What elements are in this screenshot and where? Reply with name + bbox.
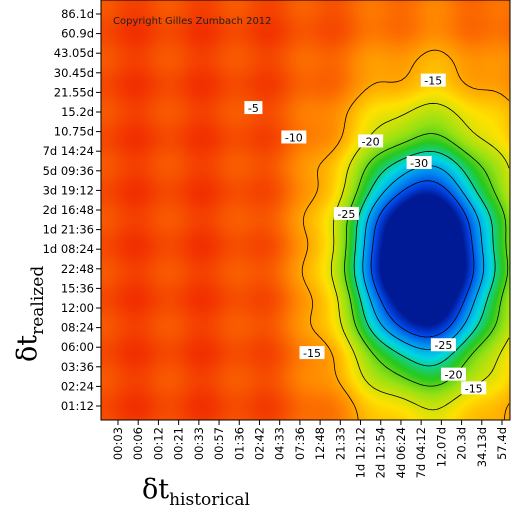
y-tick-label: 21.55d bbox=[54, 85, 94, 99]
contour-label: -20 bbox=[440, 367, 466, 382]
contour-label-background bbox=[333, 206, 359, 220]
y-tick-label: 10.75d bbox=[54, 125, 94, 139]
y-tick-label: 3d 19:12 bbox=[43, 183, 94, 197]
contour-label-background bbox=[358, 134, 384, 148]
contour-label-text: -25 bbox=[337, 208, 355, 221]
contour-label: -20 bbox=[358, 134, 384, 148]
x-tick-label: 02:42 bbox=[252, 427, 266, 460]
x-tick-label: 01:36 bbox=[232, 427, 246, 460]
y-tick-label: 02:24 bbox=[61, 379, 94, 393]
y-axis-label: δtrealized bbox=[12, 266, 48, 362]
contour-label: -30 bbox=[406, 155, 432, 170]
y-tick-label: 03:36 bbox=[61, 360, 94, 374]
contour-label-background bbox=[299, 346, 325, 360]
x-tick-label: 20.3d bbox=[455, 427, 469, 460]
x-tick-label: 07:36 bbox=[293, 427, 307, 460]
contour-label-background bbox=[461, 381, 487, 395]
y-tick-label: 2d 16:48 bbox=[43, 203, 94, 217]
y-tick-label: 22:48 bbox=[61, 262, 94, 276]
x-tick-label: 1d 12:12 bbox=[354, 427, 368, 478]
x-tick-label: 00:12 bbox=[151, 427, 165, 460]
y-tick-label: 5d 09:36 bbox=[43, 164, 94, 178]
contour-label: -10 bbox=[281, 130, 307, 144]
contour-label: -15 bbox=[420, 73, 446, 88]
x-tick-label: 21:33 bbox=[333, 427, 347, 460]
x-tick-label: 34.13d bbox=[475, 427, 489, 467]
x-tick-label: 4d 06:24 bbox=[394, 427, 408, 478]
contour-label-background bbox=[420, 73, 446, 87]
contour-label-text: -25 bbox=[434, 339, 452, 352]
x-tick-label: 00:06 bbox=[131, 427, 145, 460]
contour-label-text: -10 bbox=[285, 131, 303, 144]
x-tick-label: 04:33 bbox=[273, 427, 287, 460]
contour-line bbox=[353, 150, 496, 367]
x-tick-label: 00:57 bbox=[212, 427, 226, 460]
x-axis-symbol: δt bbox=[142, 474, 169, 505]
contour-label-background bbox=[244, 101, 263, 115]
y-tick-label: 01:12 bbox=[61, 399, 94, 413]
contour-label-background bbox=[281, 130, 307, 144]
y-axis-ticks: 01:12 02:24 03:36 06:00 08:24 12:00 15:36 22:48… bbox=[43, 7, 101, 413]
x-tick-label: 00:03 bbox=[111, 427, 125, 460]
contour-label: -5 bbox=[244, 101, 263, 115]
contour-label-background bbox=[440, 367, 466, 381]
contour-label: -25 bbox=[333, 206, 359, 221]
x-tick-label: 7d 04:12 bbox=[414, 427, 428, 478]
y-tick-label: 12:00 bbox=[61, 301, 94, 315]
contour-label-text: -15 bbox=[465, 382, 483, 395]
contour-label-text: -30 bbox=[410, 157, 428, 170]
contour-label-text: -20 bbox=[445, 369, 463, 382]
y-tick-label: 08:24 bbox=[61, 321, 94, 335]
x-tick-label: 57.4d bbox=[495, 427, 509, 460]
contour-label-text: -20 bbox=[362, 135, 380, 148]
contour-lines bbox=[301, 49, 510, 420]
x-tick-label: 00:21 bbox=[172, 427, 186, 460]
x-tick-label: 00:33 bbox=[192, 427, 206, 460]
contour-label-background bbox=[430, 338, 456, 352]
contour-label: -15 bbox=[461, 381, 487, 395]
y-tick-label: 1d 08:24 bbox=[43, 242, 94, 256]
x-tick-label: 12.07d bbox=[434, 427, 448, 467]
contour-label-text: -15 bbox=[424, 75, 442, 88]
y-tick-label: 30.45d bbox=[54, 66, 94, 80]
x-tick-label: 2d 12:54 bbox=[374, 427, 388, 478]
y-tick-label: 60.9d bbox=[61, 27, 94, 41]
y-tick-label: 06:00 bbox=[61, 340, 94, 354]
y-tick-label: 43.05d bbox=[54, 46, 94, 60]
y-tick-label: 15.2d bbox=[61, 105, 94, 119]
contour-line bbox=[370, 180, 475, 338]
contour-label-text: -15 bbox=[303, 347, 321, 360]
y-axis-subscript: realized bbox=[28, 266, 48, 335]
y-tick-label: 15:36 bbox=[61, 281, 94, 295]
y-tick-label: 7d 14:24 bbox=[43, 144, 94, 158]
contour-label-background bbox=[406, 155, 432, 169]
x-axis-ticks: 00:03 00:06 00:12 00:21 00:33 00:57 01:36 02:42… bbox=[111, 420, 509, 478]
y-tick-label: 1d 21:36 bbox=[43, 223, 94, 237]
y-tick-label: 86.1d bbox=[61, 7, 94, 21]
y-axis-symbol: δt bbox=[12, 335, 43, 362]
x-axis-subscript: historical bbox=[169, 490, 250, 510]
x-axis-label: δthistorical bbox=[142, 474, 250, 510]
contour-line bbox=[301, 49, 510, 420]
contour-labels: -5-10-15-20-30-25-15-25-20-15 bbox=[244, 73, 487, 395]
contour-label-text: -5 bbox=[248, 102, 259, 115]
contour-label: -25 bbox=[430, 338, 456, 352]
contour-label: -15 bbox=[299, 346, 325, 360]
copyright-notice: Copyright Gilles Zumbach 2012 bbox=[113, 16, 272, 27]
x-tick-label: 12:48 bbox=[313, 427, 327, 460]
